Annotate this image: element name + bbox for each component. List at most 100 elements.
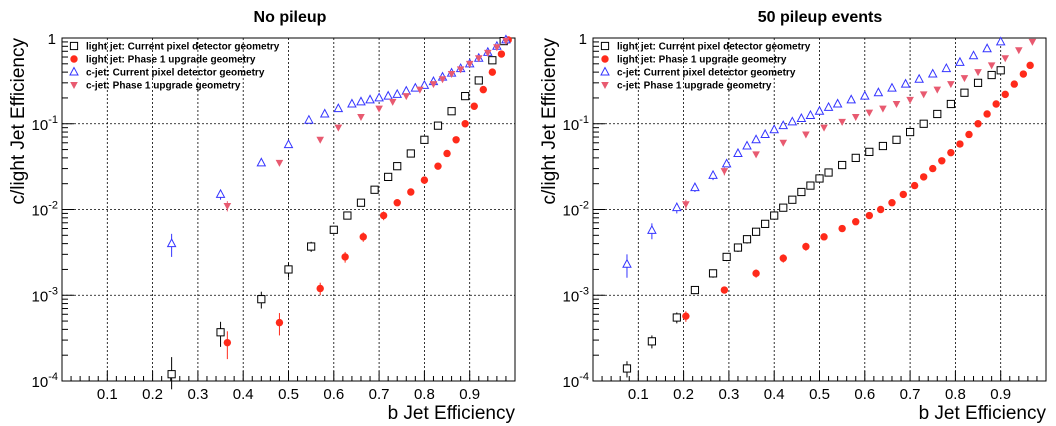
y-tick-label: 10-2 <box>563 200 589 220</box>
data-point <box>938 157 946 165</box>
y-tick-base: 10 <box>32 288 49 305</box>
data-point <box>406 149 415 158</box>
data-point <box>319 108 330 118</box>
legend-marker <box>601 82 609 89</box>
data-point <box>968 50 979 60</box>
legend-label: c-jet: Phase 1 upgrade geometry <box>86 81 241 92</box>
data-point <box>947 81 955 89</box>
legend-marker <box>600 41 610 51</box>
data-point <box>733 243 743 252</box>
data-point <box>806 181 815 190</box>
data-point <box>960 88 969 97</box>
data-point <box>960 75 969 83</box>
data-point <box>956 140 964 148</box>
data-point <box>434 162 442 170</box>
data-point <box>333 103 344 113</box>
data-point <box>802 131 810 139</box>
data-point <box>721 158 732 168</box>
data-point <box>167 370 176 379</box>
y-tick-base: 10 <box>32 117 49 134</box>
data-point <box>419 79 430 89</box>
data-point <box>341 253 349 261</box>
data-point <box>433 121 443 130</box>
data-point <box>787 116 798 126</box>
data-point <box>865 109 874 117</box>
data-point <box>215 188 226 198</box>
data-point <box>682 312 690 320</box>
data-point <box>887 82 897 92</box>
data-point <box>216 328 225 337</box>
data-point <box>838 224 846 233</box>
y-tick-label: 10-4 <box>32 371 58 391</box>
x-axis-label: b Jet Efficiency <box>919 403 1047 424</box>
y-tick-exponent: -2 <box>579 200 589 212</box>
data-point <box>359 233 367 241</box>
data-point <box>965 130 973 139</box>
y-tick-exponent: -1 <box>579 114 589 126</box>
y-axis-label: c/light Jet Efficiency <box>539 38 560 205</box>
data-point <box>933 109 942 119</box>
data-point <box>1001 90 1009 99</box>
data-point <box>461 92 470 101</box>
y-tick-label: 10-4 <box>563 371 589 391</box>
data-point <box>927 68 938 78</box>
y-tick-base: 10 <box>563 203 580 220</box>
data-point <box>443 149 451 158</box>
data-point <box>946 99 955 109</box>
data-point <box>690 285 700 295</box>
y-tick-exponent: -4 <box>48 371 58 383</box>
y-tick-label: 1 <box>579 31 587 48</box>
data-point <box>919 91 928 99</box>
legend-label: c-jet: Current pixel detector geometry <box>617 68 796 79</box>
data-point <box>356 96 366 106</box>
data-point <box>1028 38 1037 46</box>
data-point <box>987 62 996 70</box>
data-point <box>1015 47 1023 55</box>
data-point <box>947 148 955 157</box>
data-point <box>682 201 690 209</box>
x-tick-label: 0.7 <box>369 386 390 403</box>
y-tick-base: 1 <box>48 31 56 48</box>
legend-label: c-jet: Phase 1 upgrade geometry <box>617 81 772 92</box>
data-point <box>832 98 843 108</box>
data-point <box>742 235 752 244</box>
data-point <box>479 85 487 94</box>
data-point <box>865 147 874 156</box>
legend-label: light jet: Current pixel detector geomet… <box>617 42 811 53</box>
data-point <box>761 219 770 228</box>
data-point <box>752 269 760 278</box>
data-point <box>407 188 415 196</box>
data-point <box>824 168 833 177</box>
data-point <box>720 286 729 294</box>
data-point <box>779 139 788 147</box>
data-point <box>622 258 632 268</box>
data-point <box>914 73 924 83</box>
y-tick-base: 10 <box>32 203 49 220</box>
x-axis-label: b Jet Efficiency <box>388 403 516 424</box>
y-tick-label: 10-1 <box>32 114 58 134</box>
y-tick-label: 10-3 <box>32 285 58 305</box>
data-point <box>876 205 885 214</box>
x-tick-label: 0.4 <box>764 386 785 403</box>
x-tick-label: 0.5 <box>809 386 830 403</box>
data-point <box>343 211 352 220</box>
legend-marker <box>601 55 609 63</box>
data-point <box>416 86 424 94</box>
series-4 <box>682 38 1037 210</box>
data-point <box>379 211 388 220</box>
legend-label: light jet: Current pixel detector geomet… <box>86 42 280 53</box>
data-point <box>851 113 860 121</box>
data-point <box>647 224 657 234</box>
data-point <box>770 211 779 220</box>
data-point <box>779 254 787 262</box>
data-point <box>797 187 806 197</box>
data-point <box>820 124 828 132</box>
data-point <box>370 185 379 194</box>
data-point <box>910 181 919 190</box>
data-point <box>438 76 447 84</box>
data-point <box>690 182 700 192</box>
data-point <box>497 50 506 58</box>
data-point <box>873 87 884 97</box>
data-point <box>955 56 965 66</box>
